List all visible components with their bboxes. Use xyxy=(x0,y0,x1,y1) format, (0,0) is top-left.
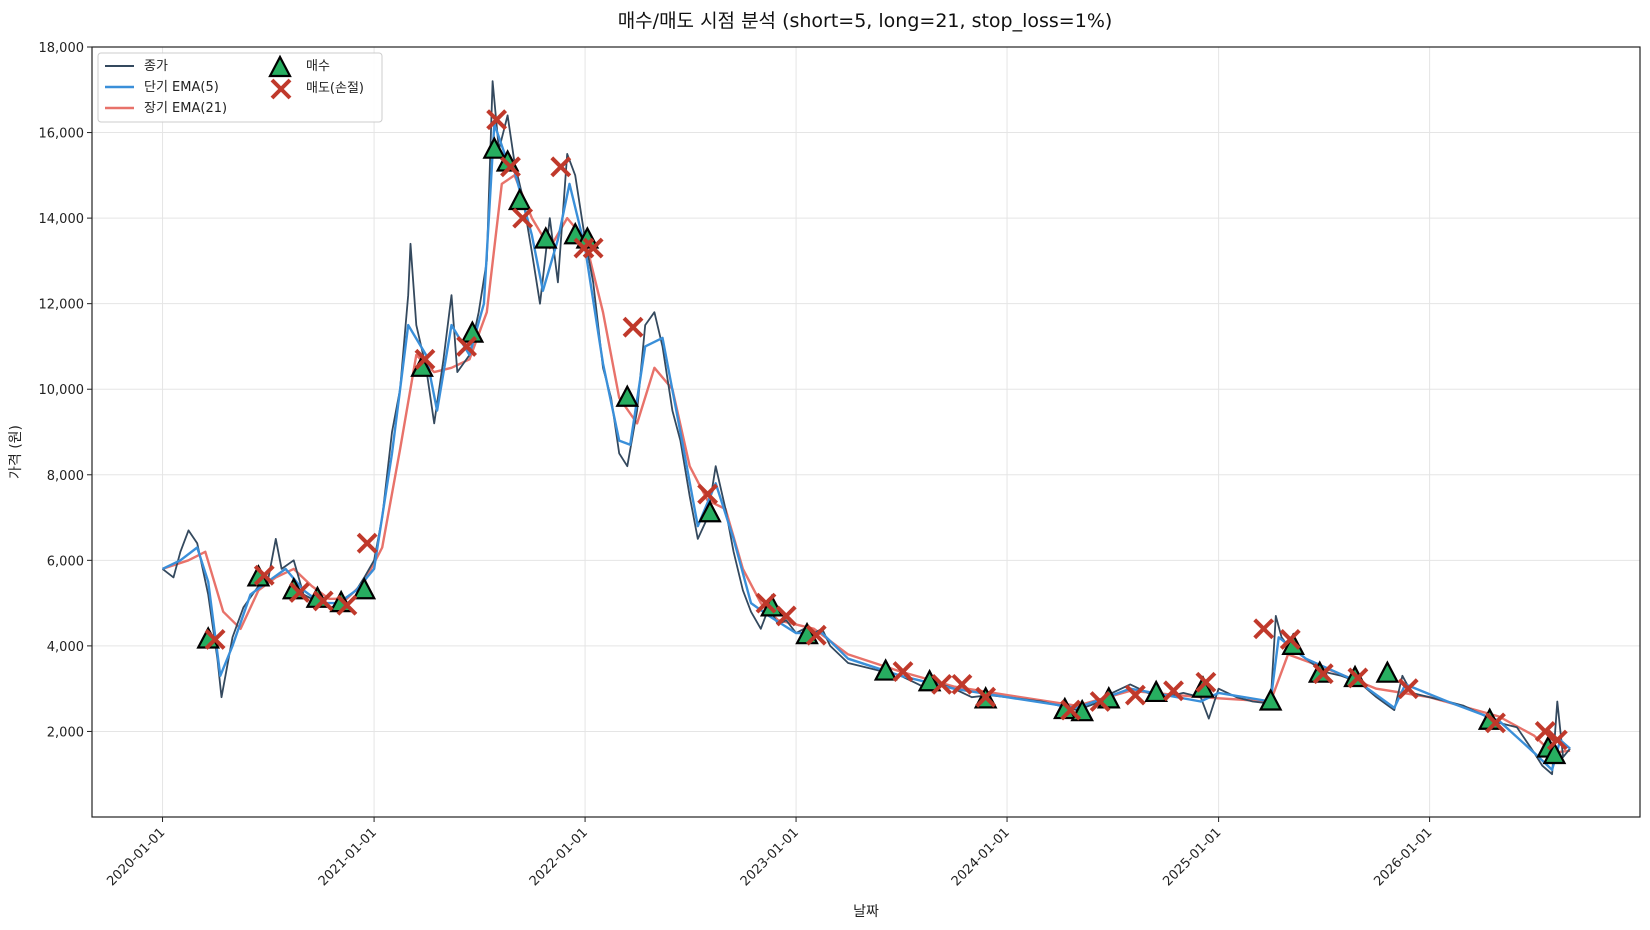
sell-marker xyxy=(1485,712,1506,734)
sell-marker xyxy=(253,564,275,586)
buy-marker xyxy=(698,499,722,523)
sell-marker xyxy=(1347,667,1369,689)
buy-marker xyxy=(352,576,377,600)
legend-label-close: 종가 xyxy=(144,59,168,74)
sell-marker xyxy=(1060,699,1082,721)
y-tick-label: 8,000 xyxy=(47,469,84,484)
y-tick-label: 18,000 xyxy=(39,41,85,56)
sell-marker xyxy=(1195,671,1217,693)
y-tick-label: 4,000 xyxy=(47,640,84,655)
sell-marker xyxy=(931,673,953,695)
sell-marker xyxy=(1253,618,1275,640)
sell-marker xyxy=(414,348,436,370)
plot-frame xyxy=(91,46,1641,818)
sell-marker xyxy=(1124,684,1146,706)
sell-marker xyxy=(951,673,973,695)
sell-marker xyxy=(500,156,521,178)
buy-marker xyxy=(482,136,507,159)
buy-marker xyxy=(575,226,600,249)
chart-title: 매수/매도 시점 분석 (short=5, long=21, stop_loss… xyxy=(618,10,1113,32)
sell-marker xyxy=(312,590,334,612)
buy-marker xyxy=(1542,741,1567,765)
y-tick-label: 2,000 xyxy=(47,725,84,740)
legend-label-buy: 매수 xyxy=(306,59,330,74)
buy-marker xyxy=(1375,660,1400,683)
legend-buy-marker xyxy=(268,54,292,78)
legend-sell-marker xyxy=(270,78,292,100)
legend-label-ema-short: 단기 EMA(5) xyxy=(144,80,219,95)
sell-marker xyxy=(755,592,777,614)
sell-marker xyxy=(775,605,797,627)
y-tick-label: 14,000 xyxy=(39,212,85,227)
sell-marker xyxy=(1279,629,1301,650)
signal-markers xyxy=(196,109,1568,765)
sell-marker xyxy=(356,532,378,554)
buy-marker xyxy=(563,221,588,245)
sell-marker xyxy=(456,336,477,357)
sell-marker xyxy=(1312,663,1334,685)
sell-marker xyxy=(697,483,719,505)
sell-marker xyxy=(1163,680,1184,702)
sell-marker xyxy=(550,156,572,178)
y-tick-label: 6,000 xyxy=(47,554,84,569)
sell-marker xyxy=(1534,721,1556,742)
sell-marker xyxy=(1397,678,1419,700)
y-axis-label: 가격 (원) xyxy=(8,425,24,479)
sell-marker xyxy=(622,316,644,338)
sell-marker xyxy=(486,109,508,131)
buy-marker xyxy=(533,226,558,249)
y-tick-labels: 2,000 4,000 6,000 8,000 10,000 12,000 14,000 16… xyxy=(39,41,85,740)
buy-marker xyxy=(1144,679,1168,703)
buy-marker xyxy=(873,658,898,681)
legend-box xyxy=(97,52,383,123)
sell-marker xyxy=(512,207,534,229)
buy-marker xyxy=(615,384,640,407)
sell-marker xyxy=(336,594,358,616)
sell-marker xyxy=(1546,729,1568,751)
y-tick-label: 10,000 xyxy=(39,383,85,398)
sell-marker xyxy=(805,624,827,646)
sell-marker xyxy=(204,629,226,650)
y-tick-label: 16,000 xyxy=(39,127,85,142)
y-tick-label: 12,000 xyxy=(39,298,85,313)
sell-marker xyxy=(975,686,997,708)
legend: 종가 단기 EMA(5) 장기 EMA(21) 매수 매도(손절) xyxy=(97,52,383,123)
buy-marker xyxy=(1258,688,1283,711)
buy-marker xyxy=(917,668,942,692)
x-axis-label: 날짜 xyxy=(853,904,879,920)
sell-marker xyxy=(1089,691,1111,712)
buy-marker xyxy=(507,187,532,211)
legend-label-sell: 매도(손절) xyxy=(306,81,364,96)
legend-label-ema-long: 장기 EMA(21) xyxy=(144,101,227,116)
sell-marker xyxy=(289,582,310,603)
ema-long-line xyxy=(162,174,1571,754)
sell-marker xyxy=(582,237,604,259)
sell-marker xyxy=(892,661,914,682)
